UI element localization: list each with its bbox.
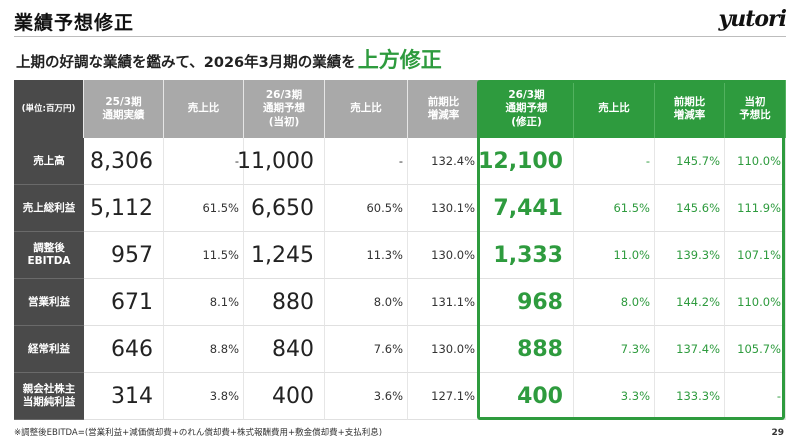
column-header: 26/3期 通期予想 (当初) [244,80,325,138]
table-cell: - [725,373,786,420]
table-cell: 145.6% [655,185,725,232]
table-cell: 6,650 [244,185,325,232]
title-divider [14,36,786,37]
table-cell: 1,333 [480,232,574,279]
table-cell: 111.9% [725,185,786,232]
table-cell: 7,441 [480,185,574,232]
row-label: 売上総利益 [14,185,84,232]
subtitle-lead: 上期の好調な業績を鑑みて、2026年3月期の業績を [16,55,356,71]
table-cell: 11.3% [325,232,408,279]
table-cell: 60.5% [325,185,408,232]
table-cell: 3.3% [574,373,655,420]
table-cell: 880 [244,279,325,326]
column-header: 当初 予想比 [725,80,786,138]
table-cell: 8.1% [164,279,244,326]
table-cell: 646 [84,326,164,373]
table-cell: 11.5% [164,232,244,279]
unit-label: (単位:百万円) [14,80,84,138]
table-cell: 888 [480,326,574,373]
table-cell: 105.7% [725,326,786,373]
table-cell: - [325,138,408,185]
table-cell: 12,100 [478,138,574,185]
table-cell: 11,000 [237,138,325,185]
table-cell: 139.3% [655,232,725,279]
column-header: 売上比 [164,80,244,138]
table-cell: 11.0% [574,232,655,279]
table-grid: (単位:百万円) 25/3期 通期実績 売上比 26/3期 通期予想 (当初) 売上比前… [14,80,786,420]
table-cell: 8,306 [84,138,164,185]
table-cell: 131.1% [408,279,480,326]
column-header: 前期比 増減率 [408,80,480,138]
column-header: 売上比 [325,80,408,138]
column-header: 売上比 [574,80,655,138]
table-cell: 7.6% [325,326,408,373]
page-title: 業績予想修正 [14,12,135,34]
table-cell: 110.0% [725,279,786,326]
table-cell: 3.6% [325,373,408,420]
column-header: 25/3期 通期実績 [84,80,164,138]
row-label: 親会社株主 当期純利益 [14,373,84,420]
table-cell: 132.4% [408,138,480,185]
row-label: 調整後 EBITDA [14,232,84,279]
table-cell: 127.1% [408,373,480,420]
page-number: 29 [771,428,784,438]
forecast-table: (単位:百万円) 25/3期 通期実績 売上比 26/3期 通期予想 (当初) 売上比前… [14,80,786,420]
table-cell: 144.2% [655,279,725,326]
table-cell: 137.4% [655,326,725,373]
row-label: 経常利益 [14,326,84,373]
table-cell: 145.7% [655,138,725,185]
footnote: ※調整後EBITDA=(営業利益+減価償却費+のれん償却費+株式報酬費用+敷金償… [14,428,383,438]
table-cell: 110.0% [725,138,786,185]
table-cell: 130.0% [408,326,480,373]
subtitle: 上期の好調な業績を鑑みて、2026年3月期の業績を 上方修正 [16,44,442,74]
table-cell: 957 [84,232,164,279]
table-cell: 1,245 [244,232,325,279]
table-cell: 8.0% [574,279,655,326]
table-cell: 840 [244,326,325,373]
table-cell: 61.5% [164,185,244,232]
table-cell: 7.3% [574,326,655,373]
table-cell: 130.0% [408,232,480,279]
table-cell: 107.1% [725,232,786,279]
table-cell: 130.1% [408,185,480,232]
table-cell: - [164,138,244,185]
table-cell: 400 [480,373,574,420]
table-cell: - [574,138,655,185]
company-logo: yutori [718,6,787,32]
column-header: 26/3期 通期予想 (修正) [480,80,574,138]
table-cell: 314 [84,373,164,420]
row-label: 売上高 [14,138,84,185]
table-cell: 3.8% [164,373,244,420]
table-cell: 5,112 [84,185,164,232]
column-header: 前期比 増減率 [655,80,725,138]
table-cell: 61.5% [574,185,655,232]
row-label: 営業利益 [14,279,84,326]
table-cell: 8.8% [164,326,244,373]
table-cell: 968 [480,279,574,326]
table-cell: 8.0% [325,279,408,326]
table-cell: 133.3% [655,373,725,420]
subtitle-emphasis: 上方修正 [357,48,442,72]
table-cell: 400 [244,373,325,420]
table-cell: 671 [84,279,164,326]
